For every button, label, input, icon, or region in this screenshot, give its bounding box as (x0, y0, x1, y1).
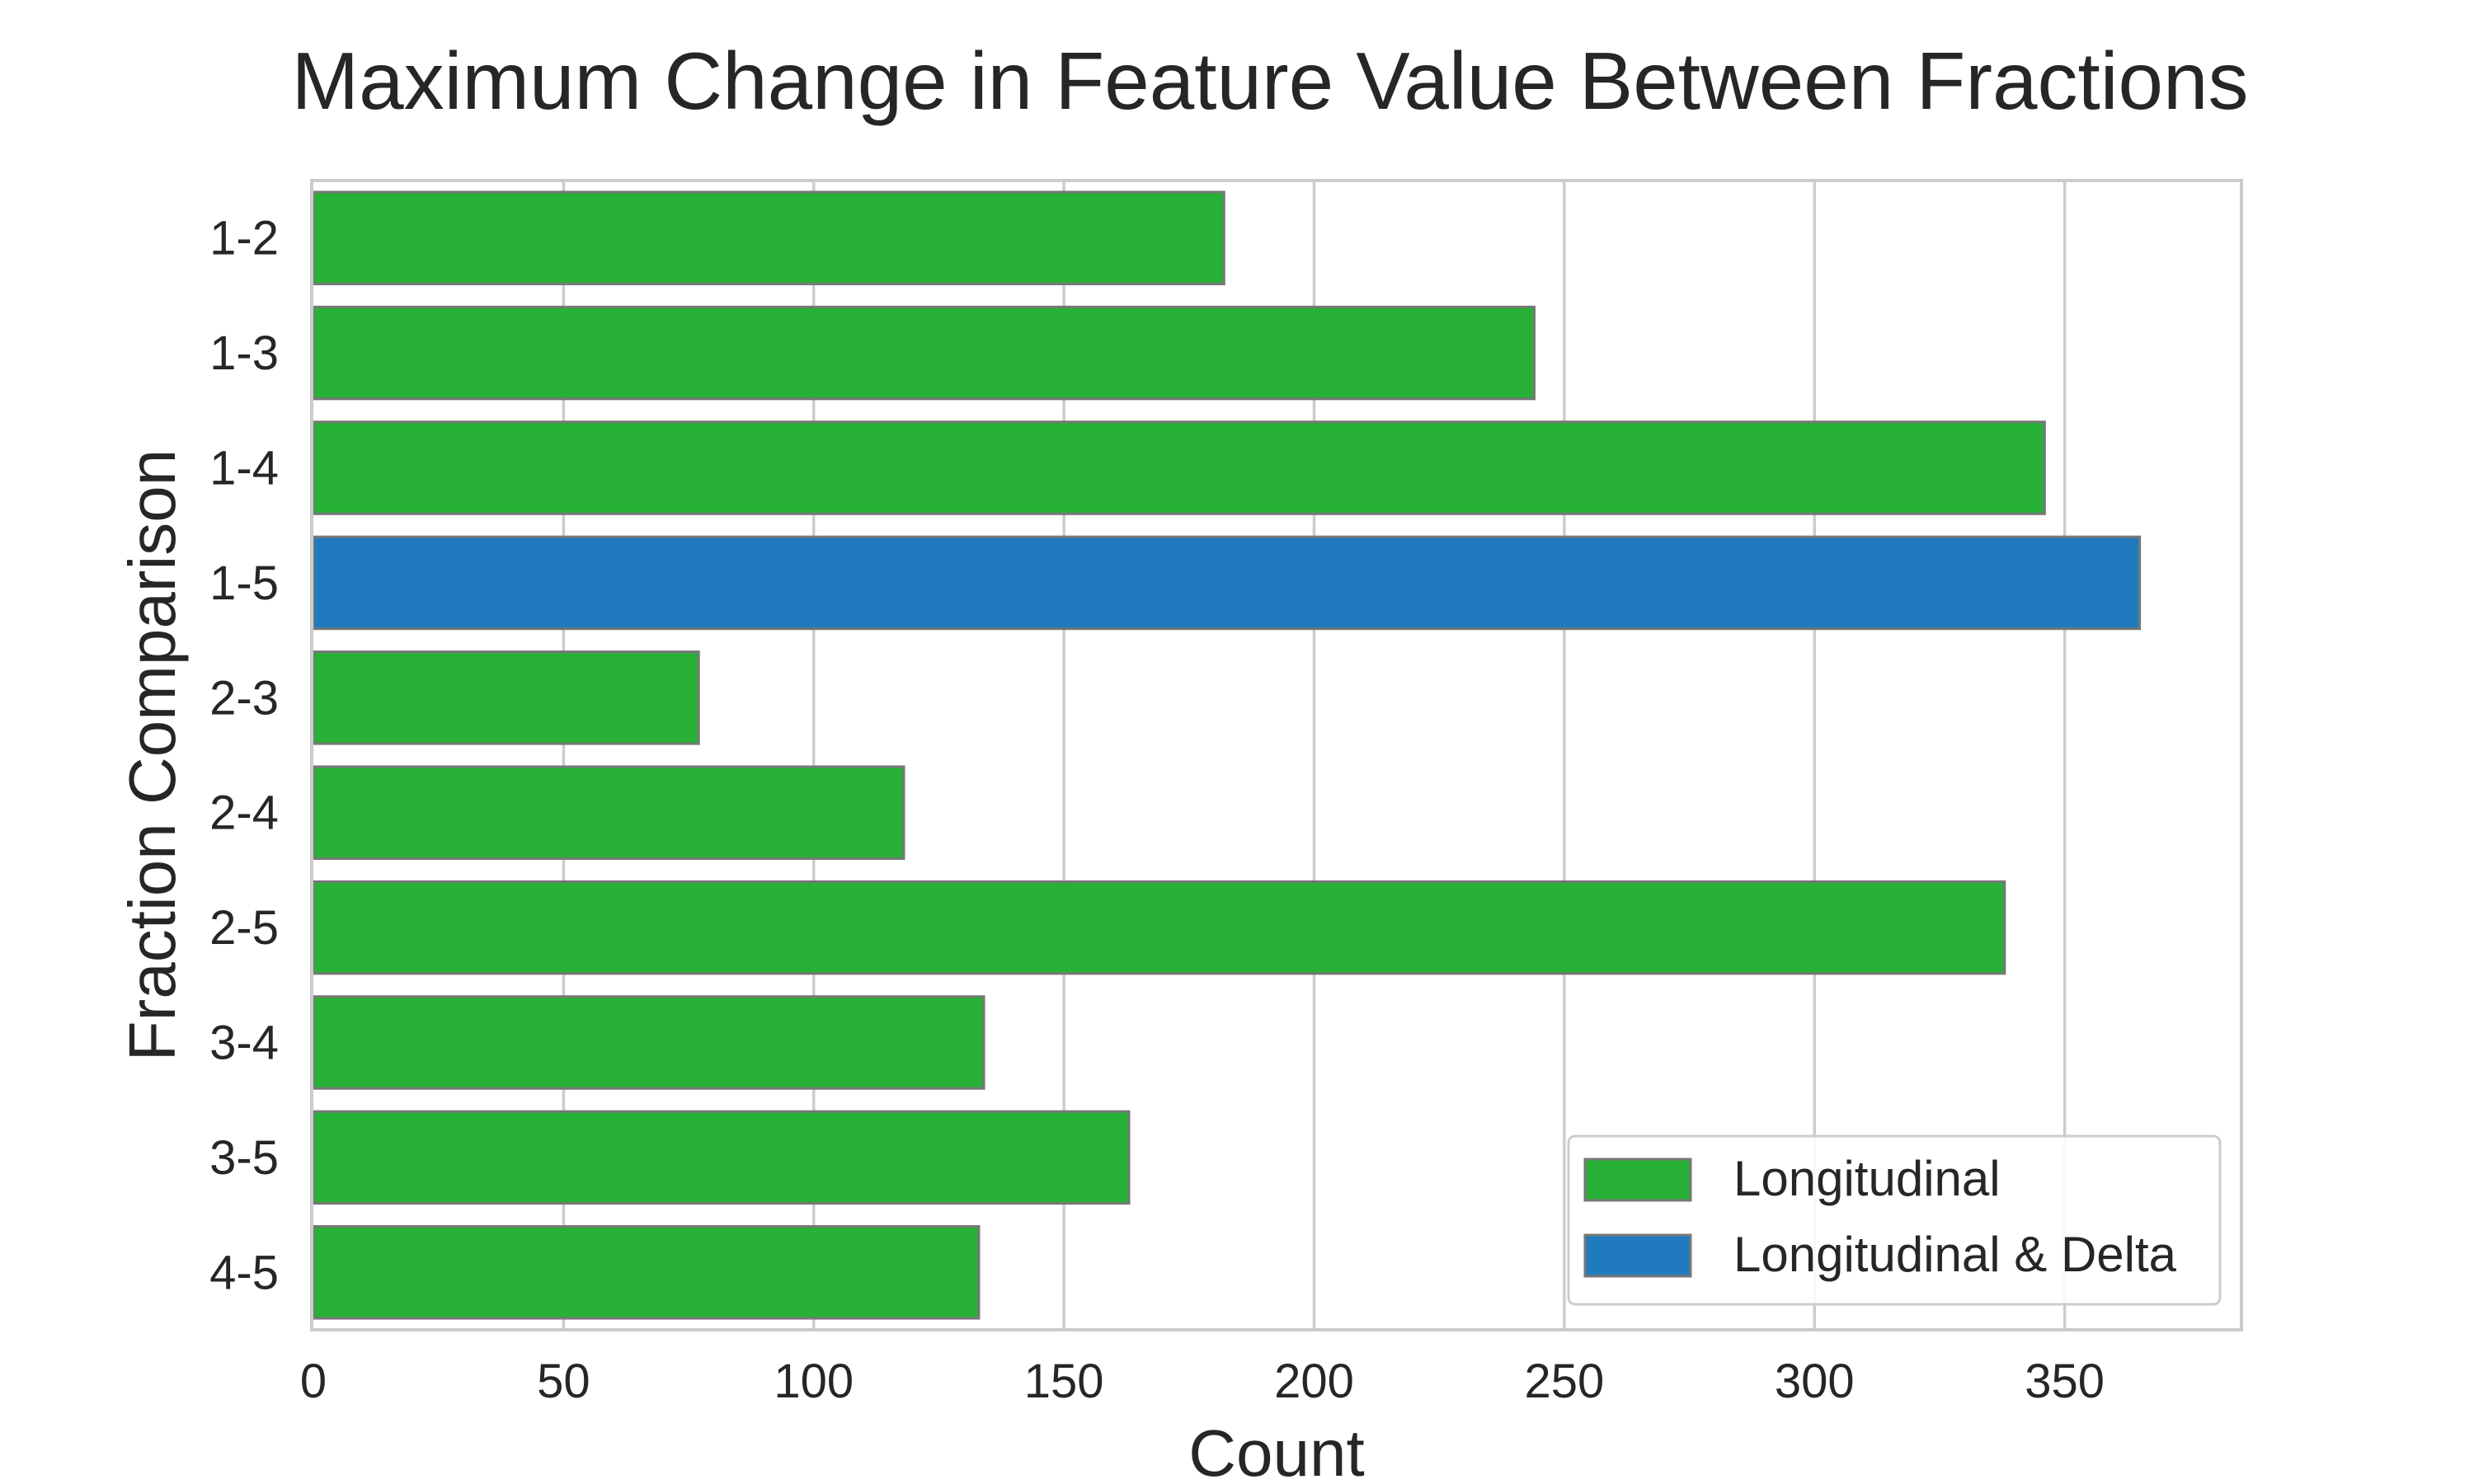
legend-swatch (1583, 1233, 1692, 1278)
y-tick-label: 2-3 (209, 671, 279, 725)
x-tick-label: 350 (2025, 1355, 2105, 1408)
bars (312, 190, 2142, 1320)
y-tick-label: 1-5 (209, 556, 279, 610)
y-tick-label: 1-2 (209, 212, 279, 265)
y-tick-label: 3-4 (209, 1017, 279, 1070)
y-tick-label: 1-4 (209, 442, 279, 495)
y-tick-label: 2-5 (209, 901, 279, 955)
y-tick-label: 4-5 (209, 1246, 279, 1299)
bar-2-5 (312, 880, 2006, 975)
x-tick-label: 50 (537, 1355, 590, 1408)
bar-3-4 (312, 995, 985, 1090)
bar-1-2 (312, 190, 1225, 285)
bar-1-4 (312, 420, 2046, 515)
legend: Longitudinal Longitudinal & Delta (1567, 1134, 2222, 1306)
x-tick-label: 250 (1524, 1355, 1604, 1408)
chart-title: Maximum Change in Feature Value Between … (291, 35, 2248, 126)
plot-frame (310, 179, 2243, 1331)
bar-2-4 (312, 765, 905, 860)
bar-2-3 (312, 650, 700, 745)
x-tick-label: 100 (774, 1355, 854, 1408)
y-tick-label: 2-4 (209, 787, 279, 840)
y-tick-label: 3-5 (209, 1131, 279, 1185)
bar-1-3 (312, 305, 1536, 401)
y-axis-label: Fraction Comparison (115, 449, 189, 1062)
bar-4-5 (312, 1225, 981, 1320)
x-axis-label: Count (1188, 1416, 1364, 1484)
x-tick-label: 0 (300, 1355, 327, 1408)
bar-3-5 (312, 1110, 1131, 1205)
bar-1-5 (312, 535, 2142, 631)
x-tick-label: 200 (1274, 1355, 1354, 1408)
legend-label: Longitudinal & Delta (1733, 1227, 2177, 1282)
x-tick-label: 300 (1775, 1355, 1855, 1408)
legend-label: Longitudinal (1733, 1151, 2001, 1206)
x-tick-labels: 0 50 100 150 200 250 300 350 (300, 1355, 2105, 1408)
y-tick-label: 1-3 (209, 326, 279, 380)
legend-swatch (1583, 1158, 1692, 1202)
y-tick-labels: 1-2 1-3 1-4 1-5 2-3 2-4 2-5 3-4 3-5 4-5 (209, 212, 279, 1300)
x-tick-label: 150 (1024, 1355, 1104, 1408)
legend-frame (1567, 1134, 2222, 1306)
